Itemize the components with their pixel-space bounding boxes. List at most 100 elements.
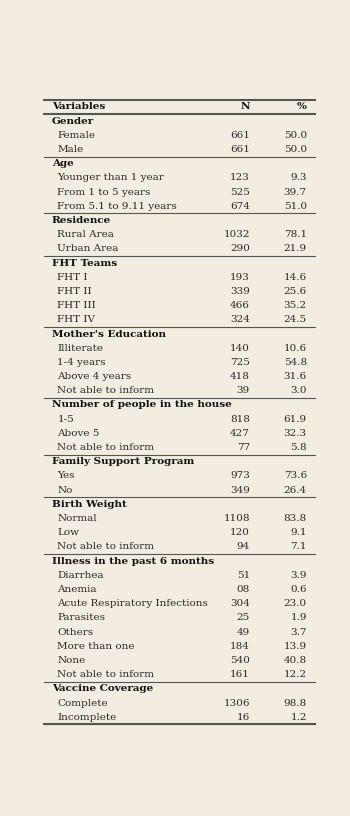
Text: 184: 184 [230, 642, 250, 651]
Text: Birth Weight: Birth Weight [52, 500, 127, 509]
Text: Complete: Complete [57, 698, 108, 707]
Text: 161: 161 [230, 670, 250, 679]
Text: 83.8: 83.8 [284, 514, 307, 523]
Text: From 1 to 5 years: From 1 to 5 years [57, 188, 151, 197]
Text: Above 4 years: Above 4 years [57, 372, 132, 381]
Text: 1032: 1032 [223, 230, 250, 239]
Text: 525: 525 [230, 188, 250, 197]
Text: None: None [57, 656, 85, 665]
Text: Diarrhea: Diarrhea [57, 571, 104, 580]
Text: Urban Area: Urban Area [57, 244, 119, 253]
Text: 10.6: 10.6 [284, 344, 307, 353]
Text: 661: 661 [230, 131, 250, 140]
Text: Male: Male [57, 145, 84, 154]
Text: 39: 39 [237, 386, 250, 395]
Text: 24.5: 24.5 [284, 315, 307, 324]
Text: 123: 123 [230, 173, 250, 182]
Text: %: % [297, 102, 307, 112]
Text: 9.3: 9.3 [290, 173, 307, 182]
Text: 50.0: 50.0 [284, 131, 307, 140]
Text: Family Support Program: Family Support Program [52, 457, 194, 466]
Text: Not able to inform: Not able to inform [57, 386, 154, 395]
Text: 418: 418 [230, 372, 250, 381]
Text: Not able to inform: Not able to inform [57, 543, 154, 552]
Text: 973: 973 [230, 472, 250, 481]
Text: Low: Low [57, 528, 79, 537]
Text: 16: 16 [237, 712, 250, 722]
Text: Acute Respiratory Infections: Acute Respiratory Infections [57, 599, 208, 608]
Text: 193: 193 [230, 273, 250, 282]
Text: 818: 818 [230, 415, 250, 424]
Text: 3.0: 3.0 [290, 386, 307, 395]
Text: 120: 120 [230, 528, 250, 537]
Text: 0.6: 0.6 [290, 585, 307, 594]
Text: 725: 725 [230, 358, 250, 367]
Text: 21.9: 21.9 [284, 244, 307, 253]
Text: Illness in the past 6 months: Illness in the past 6 months [52, 557, 214, 565]
Text: Female: Female [57, 131, 95, 140]
Text: 1-4 years: 1-4 years [57, 358, 106, 367]
Text: FHT III: FHT III [57, 301, 96, 310]
Text: No: No [57, 486, 73, 494]
Text: 1108: 1108 [223, 514, 250, 523]
Text: Mother's Education: Mother's Education [52, 330, 166, 339]
Text: 12.2: 12.2 [284, 670, 307, 679]
Text: 1-5: 1-5 [57, 415, 74, 424]
Text: Not able to inform: Not able to inform [57, 443, 154, 452]
Text: N: N [240, 102, 250, 112]
Text: Number of people in the house: Number of people in the house [52, 401, 232, 410]
Text: 290: 290 [230, 244, 250, 253]
Text: Anemia: Anemia [57, 585, 97, 594]
Text: 40.8: 40.8 [284, 656, 307, 665]
Text: Not able to inform: Not able to inform [57, 670, 154, 679]
Text: From 5.1 to 9.11 years: From 5.1 to 9.11 years [57, 202, 177, 211]
Text: 54.8: 54.8 [284, 358, 307, 367]
Text: Illiterate: Illiterate [57, 344, 103, 353]
Text: 140: 140 [230, 344, 250, 353]
Text: 26.4: 26.4 [284, 486, 307, 494]
Text: FHT II: FHT II [57, 287, 92, 296]
Text: 339: 339 [230, 287, 250, 296]
Text: 661: 661 [230, 145, 250, 154]
Text: Younger than 1 year: Younger than 1 year [57, 173, 164, 182]
Text: 427: 427 [230, 429, 250, 438]
Text: Yes: Yes [57, 472, 75, 481]
Text: 540: 540 [230, 656, 250, 665]
Text: 13.9: 13.9 [284, 642, 307, 651]
Text: 466: 466 [230, 301, 250, 310]
Text: Normal: Normal [57, 514, 97, 523]
Text: 77: 77 [237, 443, 250, 452]
Text: 1.2: 1.2 [290, 712, 307, 722]
Text: 7.1: 7.1 [290, 543, 307, 552]
Text: Variables: Variables [52, 102, 105, 112]
Text: 3.9: 3.9 [290, 571, 307, 580]
Text: 51.0: 51.0 [284, 202, 307, 211]
Text: 49: 49 [237, 628, 250, 636]
Text: 14.6: 14.6 [284, 273, 307, 282]
Text: Rural Area: Rural Area [57, 230, 114, 239]
Text: 349: 349 [230, 486, 250, 494]
Text: 51: 51 [237, 571, 250, 580]
Text: 73.6: 73.6 [284, 472, 307, 481]
Text: Parasites: Parasites [57, 614, 105, 623]
Text: 39.7: 39.7 [284, 188, 307, 197]
Text: 50.0: 50.0 [284, 145, 307, 154]
Text: 32.3: 32.3 [284, 429, 307, 438]
Text: Residence: Residence [52, 216, 111, 225]
Text: 9.1: 9.1 [290, 528, 307, 537]
Text: 674: 674 [230, 202, 250, 211]
Text: 1.9: 1.9 [290, 614, 307, 623]
Text: 08: 08 [237, 585, 250, 594]
Text: 3.7: 3.7 [290, 628, 307, 636]
Text: Vaccine Coverage: Vaccine Coverage [52, 685, 153, 694]
Text: More than one: More than one [57, 642, 135, 651]
Text: 98.8: 98.8 [284, 698, 307, 707]
Text: Age: Age [52, 159, 74, 168]
Text: Others: Others [57, 628, 93, 636]
Text: 5.8: 5.8 [290, 443, 307, 452]
Text: Incomplete: Incomplete [57, 712, 117, 722]
Text: 94: 94 [237, 543, 250, 552]
Text: FHT IV: FHT IV [57, 315, 95, 324]
Text: 35.2: 35.2 [284, 301, 307, 310]
Text: 61.9: 61.9 [284, 415, 307, 424]
